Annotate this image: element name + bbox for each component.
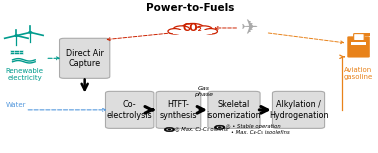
Circle shape <box>29 32 32 33</box>
Text: Alkylation /
Hydrogenation: Alkylation / Hydrogenation <box>269 100 328 119</box>
Circle shape <box>214 125 225 129</box>
Circle shape <box>218 127 221 128</box>
Circle shape <box>166 128 173 131</box>
FancyBboxPatch shape <box>59 38 110 78</box>
Circle shape <box>15 35 18 36</box>
Text: Power-to-Fuels: Power-to-Fuels <box>146 3 234 13</box>
Text: HTFT-
synthesis: HTFT- synthesis <box>160 100 197 119</box>
Circle shape <box>164 127 175 132</box>
FancyBboxPatch shape <box>105 91 154 128</box>
Text: ◎ • Stable operation: ◎ • Stable operation <box>226 124 280 129</box>
Text: Aviation
gasoline: Aviation gasoline <box>344 67 373 80</box>
FancyBboxPatch shape <box>354 34 364 41</box>
Text: ◎ Max. C₂-C₃ olefins: ◎ Max. C₂-C₃ olefins <box>175 126 228 131</box>
FancyBboxPatch shape <box>362 33 370 36</box>
Text: Direct Air
Capture: Direct Air Capture <box>66 49 104 68</box>
FancyBboxPatch shape <box>351 42 366 45</box>
Circle shape <box>196 26 212 33</box>
FancyBboxPatch shape <box>273 91 325 128</box>
Circle shape <box>204 29 217 34</box>
FancyBboxPatch shape <box>156 91 201 128</box>
FancyBboxPatch shape <box>173 30 212 34</box>
FancyBboxPatch shape <box>10 50 23 54</box>
Text: Skeletal
isomerization: Skeletal isomerization <box>207 100 261 119</box>
FancyBboxPatch shape <box>347 36 370 58</box>
Text: ✈: ✈ <box>241 19 259 39</box>
Text: Co-
electrolysis: Co- electrolysis <box>107 100 152 119</box>
Text: • Max. C₄-C₅ isoolefins: • Max. C₄-C₅ isoolefins <box>226 130 290 135</box>
Text: CO₂: CO₂ <box>183 23 203 33</box>
FancyBboxPatch shape <box>208 91 260 128</box>
Text: Water: Water <box>6 102 26 108</box>
Text: Gas
phase: Gas phase <box>194 86 213 97</box>
Circle shape <box>168 29 181 34</box>
Circle shape <box>181 23 204 33</box>
Circle shape <box>168 129 171 130</box>
Text: Renewable
electricity: Renewable electricity <box>6 68 43 81</box>
Circle shape <box>216 126 223 129</box>
Circle shape <box>173 26 190 33</box>
